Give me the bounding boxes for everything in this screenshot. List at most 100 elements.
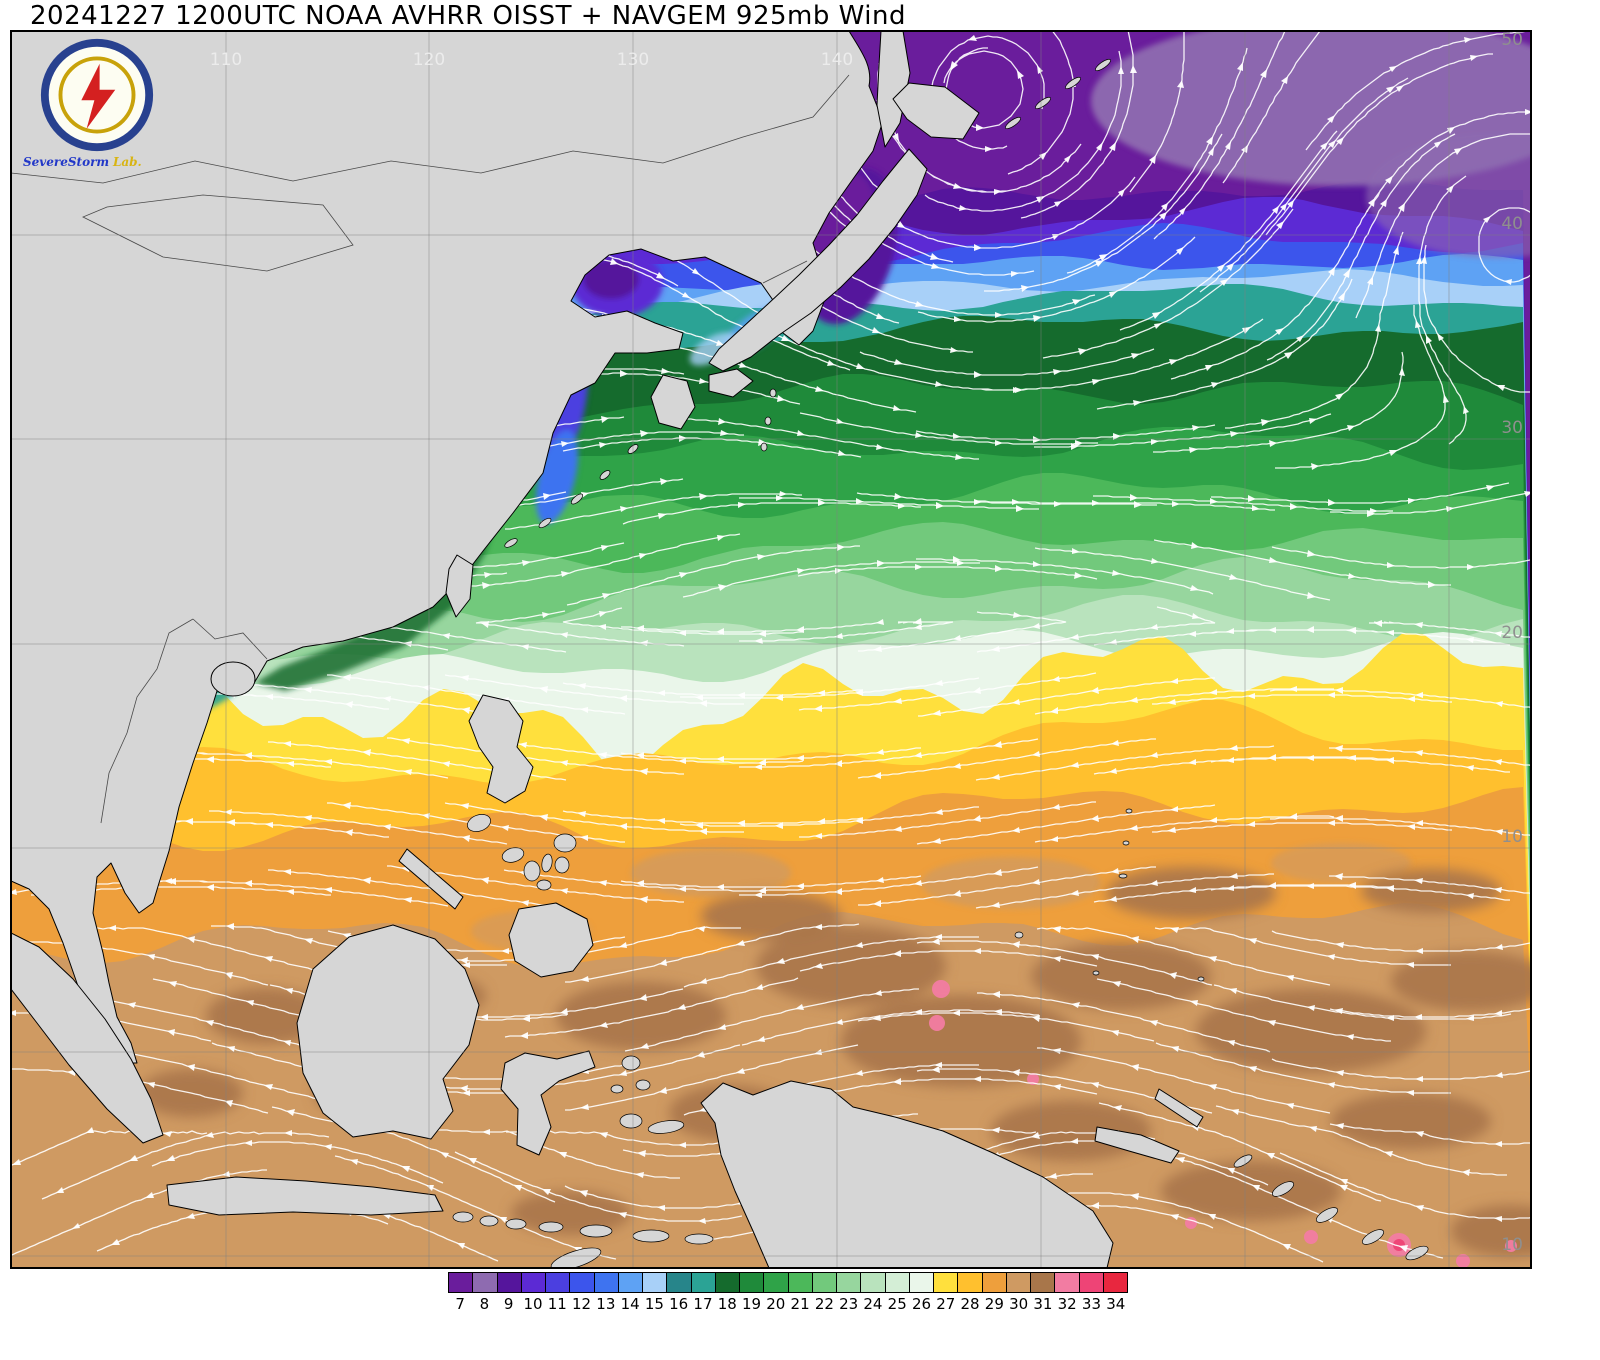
small-island (760, 442, 768, 452)
colorbar-cell (643, 1273, 668, 1292)
small-island (538, 1221, 564, 1233)
mainland-asia (11, 31, 884, 1064)
lat-label: 30 (1501, 418, 1523, 438)
sst-hotspot (932, 980, 950, 998)
colorbar-cell (1006, 1273, 1031, 1292)
new-ireland-island (1154, 1088, 1204, 1128)
sst-hotspot (1027, 1073, 1039, 1085)
small-island (610, 1084, 624, 1094)
shikoku-island (708, 368, 754, 398)
small-island (1095, 58, 1111, 72)
colorbar-cell (570, 1273, 595, 1292)
storm-lab-emblem-icon (40, 38, 154, 152)
colorbar-tick-label: 17 (693, 1295, 713, 1313)
small-island (504, 538, 518, 548)
colorbar-tick-label: 8 (479, 1295, 490, 1313)
colorbar-cell (594, 1273, 619, 1292)
new-guinea-island (700, 1080, 1114, 1268)
logo-suffix: Lab. (112, 155, 142, 169)
small-island (599, 470, 611, 480)
colorbar-tick-label: 30 (1009, 1295, 1029, 1313)
lon-label: 130 (617, 50, 649, 70)
colorbar-cell (1079, 1273, 1104, 1292)
small-island (1122, 840, 1130, 846)
border-line (11, 74, 850, 184)
small-island (635, 1079, 651, 1091)
sst-warm-patch (1031, 942, 1211, 1010)
colorbar-cell (546, 1273, 571, 1292)
sst-warm-patch (206, 988, 326, 1044)
sst-anomaly-blob (583, 259, 639, 299)
small-island (536, 879, 552, 891)
lon-label: 110 (210, 50, 242, 70)
colorbar-tick-label: 26 (911, 1295, 932, 1313)
small-island (541, 853, 553, 873)
sst-hotspot (1304, 1230, 1318, 1244)
sst-warm-patch (1391, 951, 1531, 1011)
sulawesi-island (500, 1050, 596, 1156)
colorbar-cell (812, 1273, 837, 1292)
sst-hotspot (929, 1015, 945, 1031)
colorbar-tick-label: 29 (984, 1295, 1004, 1313)
colorbar-cell (764, 1273, 789, 1292)
honshu-island (708, 148, 928, 372)
small-island (619, 1113, 643, 1129)
colorbar-cell (982, 1273, 1007, 1292)
colorbar-tick-label: 23 (839, 1295, 859, 1313)
colorbar-tick-label: 11 (547, 1295, 567, 1313)
sst-wind-map: 110 120 130 140 50 40 30 20 10 10 SevereStorm Lab… (10, 30, 1532, 1269)
small-island (553, 833, 577, 853)
sst-warm-patch (511, 1191, 631, 1235)
border-line (100, 618, 268, 824)
small-island (1197, 976, 1205, 982)
sst-warm-patch (756, 926, 946, 1006)
colorbar-cell (740, 1273, 765, 1292)
small-islands (452, 58, 1429, 1268)
colorbar-cell (449, 1273, 474, 1292)
colorbar-cell (715, 1273, 740, 1292)
small-island (1315, 1207, 1339, 1223)
colorbar-cell (473, 1273, 498, 1292)
colorbar-tick-label: 28 (960, 1295, 980, 1313)
small-island (1118, 873, 1128, 879)
mindanao-island (508, 902, 594, 978)
colorbar-cell (909, 1273, 934, 1292)
small-island (579, 1224, 613, 1238)
sst-hotspot (1456, 1254, 1470, 1268)
colorbar-tick-label: 10 (523, 1295, 543, 1313)
hokkaido-island (892, 82, 980, 140)
map-border (11, 31, 1531, 1268)
country-borders (11, 74, 850, 824)
colorbar-cell (521, 1273, 546, 1292)
severe-storm-lab-logo: SevereStorm Lab. (23, 35, 154, 169)
colorbar-cell (958, 1273, 983, 1292)
colorbar-cell (861, 1273, 886, 1292)
colorbar-tick-label: 18 (717, 1295, 737, 1313)
sst-warm-patch (1161, 1161, 1341, 1221)
logo-name: SevereStorm (23, 155, 110, 169)
small-island (1014, 931, 1024, 939)
colorbar-tick-label: 25 (887, 1295, 907, 1313)
colorbar-tick-label: 14 (620, 1295, 640, 1313)
graticule (11, 31, 1531, 1268)
colorbar-tick-label: 22 (814, 1295, 834, 1313)
lon-label: 120 (413, 50, 445, 70)
graticule-labels: 110 120 130 140 50 40 30 20 10 10 (210, 31, 1523, 1255)
small-island (505, 1218, 527, 1230)
sakhalin-island (876, 31, 911, 148)
colorbar-cell (618, 1273, 643, 1292)
small-island (538, 517, 552, 529)
sst-anomaly-blob (689, 332, 737, 366)
colorbar-label-row: 7 8 9 10 11 12 13 14 15 16 17 18 19 20 21 22 23 24 25 26 27 2… (448, 1295, 1128, 1313)
colorbar-cell (788, 1273, 813, 1292)
hainan-island (210, 661, 256, 697)
lat-label: 10 (1501, 1235, 1523, 1255)
small-island (1092, 970, 1100, 976)
lat-label: 50 (1501, 31, 1523, 50)
colorbar-tick-label: 32 (1057, 1295, 1077, 1313)
colorbar-tick-label: 13 (596, 1295, 616, 1313)
colorbar-swatch-row (448, 1272, 1128, 1293)
small-island (1405, 1245, 1429, 1261)
colorbar-cell (667, 1273, 692, 1292)
colorbar-tick-label: 21 (790, 1295, 810, 1313)
